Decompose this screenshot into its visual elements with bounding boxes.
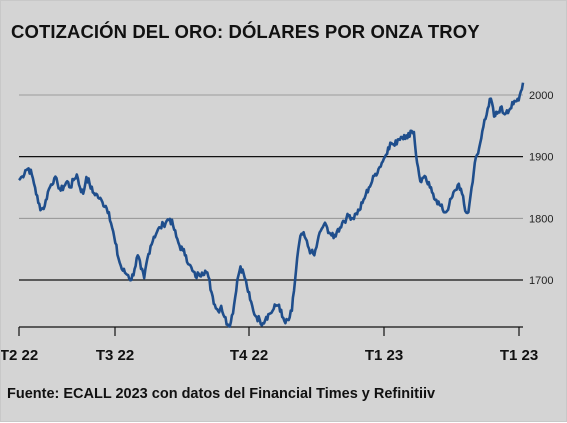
x-tick-label: T1 23 [365, 347, 403, 364]
x-axis: T2 22 T3 22 T4 22 T1 23 T1 23 [1, 326, 538, 364]
x-tick-label: T1 23 [500, 347, 538, 364]
y-tick-label: 1700 [529, 275, 553, 287]
x-tick-label: T2 22 [1, 347, 38, 364]
y-tick-label: 1900 [529, 152, 553, 164]
gridlines [19, 94, 523, 281]
chart-source: Fuente: ECALL 2023 con datos del Financi… [7, 386, 436, 402]
series-line [18, 82, 525, 328]
chart-title: COTIZACIÓN DEL ORO: DÓLARES POR ONZA TRO… [11, 21, 480, 42]
y-axis: 1700 1800 1900 2000 [529, 90, 553, 287]
x-tick-label: T3 22 [96, 347, 134, 364]
x-tick-label: T4 22 [230, 347, 268, 364]
y-tick-label: 1800 [529, 213, 553, 225]
y-tick-label: 2000 [529, 90, 553, 102]
series-group [18, 82, 525, 328]
